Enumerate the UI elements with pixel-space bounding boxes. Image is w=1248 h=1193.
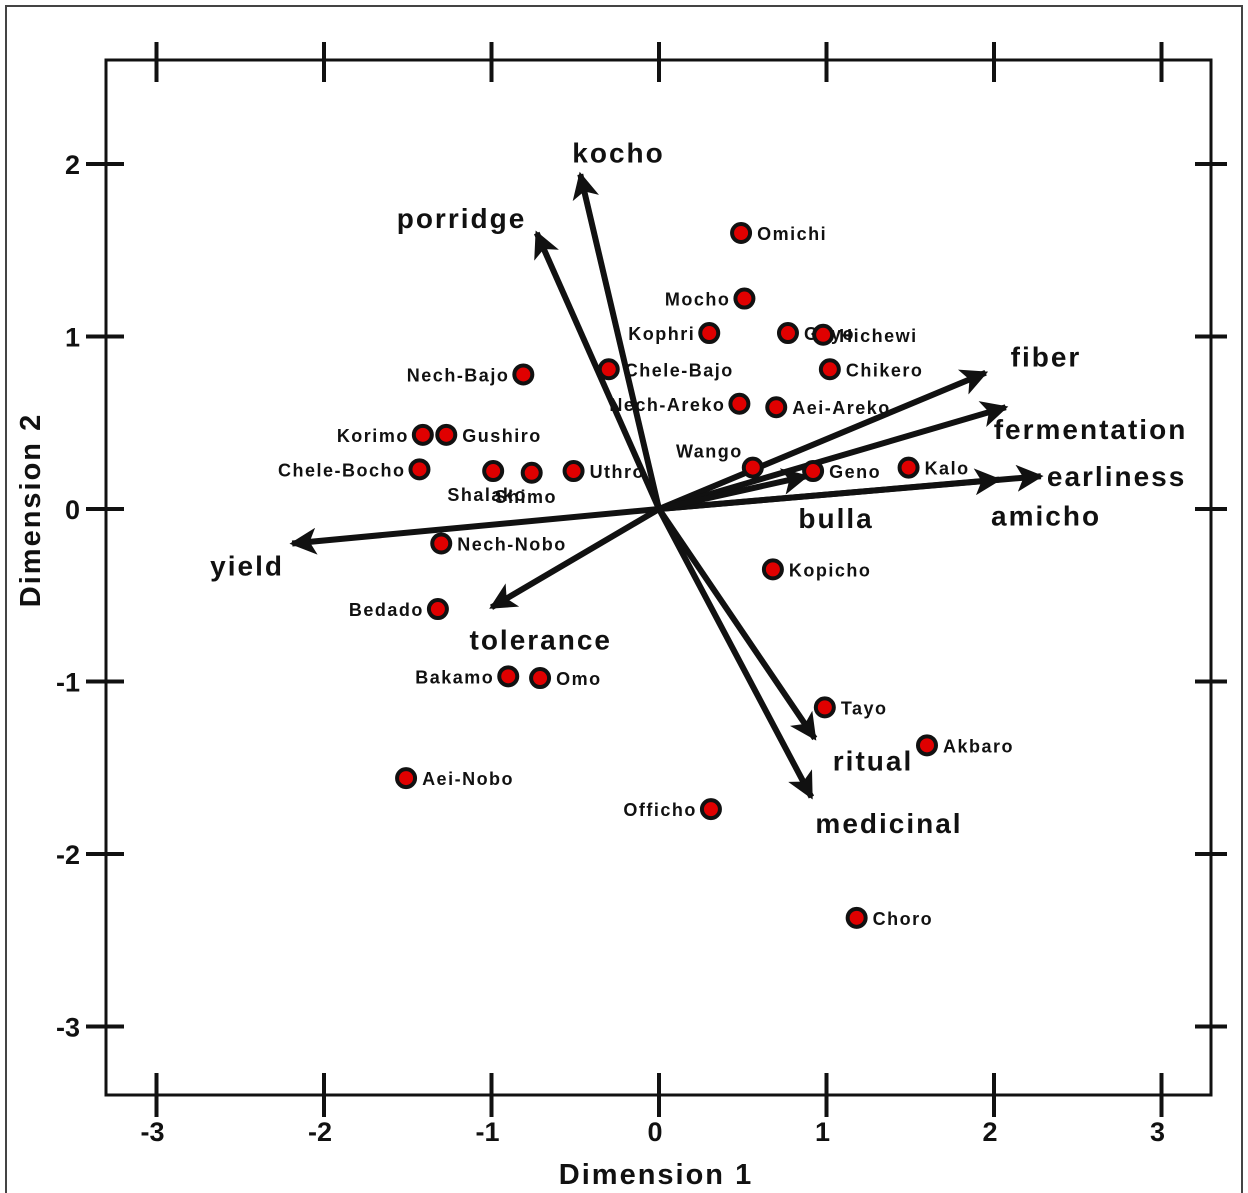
- y-tick-label: 0: [65, 495, 80, 525]
- point-hichewi: [812, 323, 835, 346]
- vector-label: tolerance: [470, 624, 613, 655]
- point-label: Wango: [676, 442, 743, 462]
- vector-label: fermentation: [994, 414, 1188, 445]
- vector-amicho: [658, 468, 1002, 512]
- vector-label: porridge: [397, 203, 527, 234]
- scatter-points: OmichiMochoKophriGayoHichewiChikeroChele…: [278, 222, 1014, 929]
- point-tayo: [813, 696, 836, 719]
- point-mocho: [733, 287, 756, 310]
- point-chele-bocho: [408, 458, 431, 481]
- point-label: Omichi: [757, 224, 827, 244]
- biplot-vectors: kocho porridge fiber fermentation earliness a…: [210, 137, 1188, 839]
- x-tick-label: -2: [308, 1117, 332, 1147]
- point-bedado: [426, 598, 449, 621]
- point-geno: [802, 460, 825, 483]
- point-label: Choro: [873, 909, 934, 929]
- point-label: Chikero: [846, 360, 924, 380]
- vector-fermentation: [658, 401, 1009, 512]
- x-tick-label: 2: [982, 1117, 997, 1147]
- point-choro: [845, 906, 868, 929]
- x-tick-label: -3: [140, 1117, 164, 1147]
- point-nech-nobo: [430, 532, 453, 555]
- vector-bulla: [658, 468, 810, 512]
- x-tick-label: 0: [647, 1117, 662, 1147]
- vector-label: ritual: [833, 745, 913, 776]
- point-label: Shalako: [447, 485, 527, 505]
- point-label: Hichewi: [839, 326, 918, 346]
- point-label: Aei-Nobo: [422, 769, 514, 789]
- point-label: Chele-Bajo: [625, 360, 734, 380]
- point-label: Korimo: [337, 426, 409, 446]
- x-tick-label: -1: [475, 1117, 499, 1147]
- vector-label: bulla: [798, 503, 873, 534]
- point-uthro: [562, 460, 585, 483]
- vector-label: yield: [210, 551, 284, 582]
- point-nech-bajo: [512, 363, 535, 386]
- vector-label: kocho: [572, 137, 664, 168]
- point-chikero: [818, 358, 841, 381]
- point-label: Omo: [556, 669, 602, 689]
- point-kopicho: [761, 558, 784, 581]
- point-label: Bedado: [349, 600, 424, 620]
- y-tick-label: -3: [56, 1013, 80, 1043]
- point-bakamo: [497, 665, 520, 688]
- point-gushiro: [435, 423, 458, 446]
- point-label: Shimo: [494, 487, 557, 507]
- point-label: Kopicho: [789, 560, 872, 580]
- point-label: Geno: [829, 462, 881, 482]
- point-label: Chele-Bocho: [278, 460, 406, 480]
- vector-medicinal: [656, 507, 815, 800]
- point-akbaro: [916, 734, 938, 757]
- vector-label: earliness: [1047, 461, 1186, 492]
- point-shalako: [482, 460, 505, 483]
- point-korimo: [411, 423, 434, 446]
- vector-tolerance: [489, 506, 661, 610]
- y-tick-label: 2: [65, 150, 80, 180]
- y-tick-label: 1: [65, 323, 80, 353]
- point-omichi: [730, 222, 753, 244]
- vector-kocho: [572, 171, 662, 510]
- vector-yield: [289, 506, 660, 555]
- vector-label: medicinal: [815, 808, 962, 839]
- point-label: Tayo: [841, 698, 888, 718]
- point-label: Nech-Bajo: [407, 365, 510, 385]
- point-kalo: [897, 456, 920, 479]
- point-label: Akbaro: [943, 736, 1014, 756]
- point-label: Gushiro: [462, 426, 542, 446]
- point-label: Uthro: [590, 462, 646, 482]
- point-shimo: [520, 461, 543, 484]
- vector-porridge: [533, 230, 662, 511]
- point-gayo: [776, 322, 799, 345]
- point-omo: [529, 667, 552, 690]
- x-tick-label: 3: [1150, 1117, 1165, 1147]
- point-label: Officho: [623, 800, 697, 820]
- point-label: Bakamo: [415, 667, 494, 687]
- y-axis-ticks: -3 -2 -1 0 1 2: [56, 150, 1227, 1043]
- point-label: Nech-Areko: [609, 395, 725, 415]
- vector-ritual: [656, 507, 818, 741]
- vector-label: fiber: [1011, 342, 1082, 373]
- point-label: Nech-Nobo: [457, 535, 567, 555]
- point-aei-nobo: [395, 767, 418, 790]
- vector-fiber: [657, 369, 989, 512]
- x-tick-label: 1: [815, 1117, 830, 1147]
- point-officho: [699, 798, 722, 821]
- x-axis-title: Dimension 1: [559, 1159, 753, 1191]
- point-nech-areko: [728, 392, 751, 415]
- point-label: Mocho: [665, 290, 731, 310]
- point-chele-bajo: [597, 358, 620, 381]
- y-tick-label: -2: [56, 840, 80, 870]
- point-label: Kophri: [628, 324, 695, 344]
- point-aei-areko: [765, 396, 788, 419]
- y-axis-title: Dimension 2: [15, 413, 47, 607]
- point-label: Kalo: [925, 459, 970, 479]
- outer-border: [5, 5, 1243, 1193]
- point-wango: [741, 456, 764, 479]
- point-label: Aei-Areko: [792, 398, 891, 418]
- y-tick-label: -1: [56, 668, 80, 698]
- vector-label: amicho: [991, 501, 1101, 532]
- x-axis-ticks: -3 -2 -1 0 1 2 3: [140, 42, 1165, 1147]
- point-kophri: [698, 322, 721, 345]
